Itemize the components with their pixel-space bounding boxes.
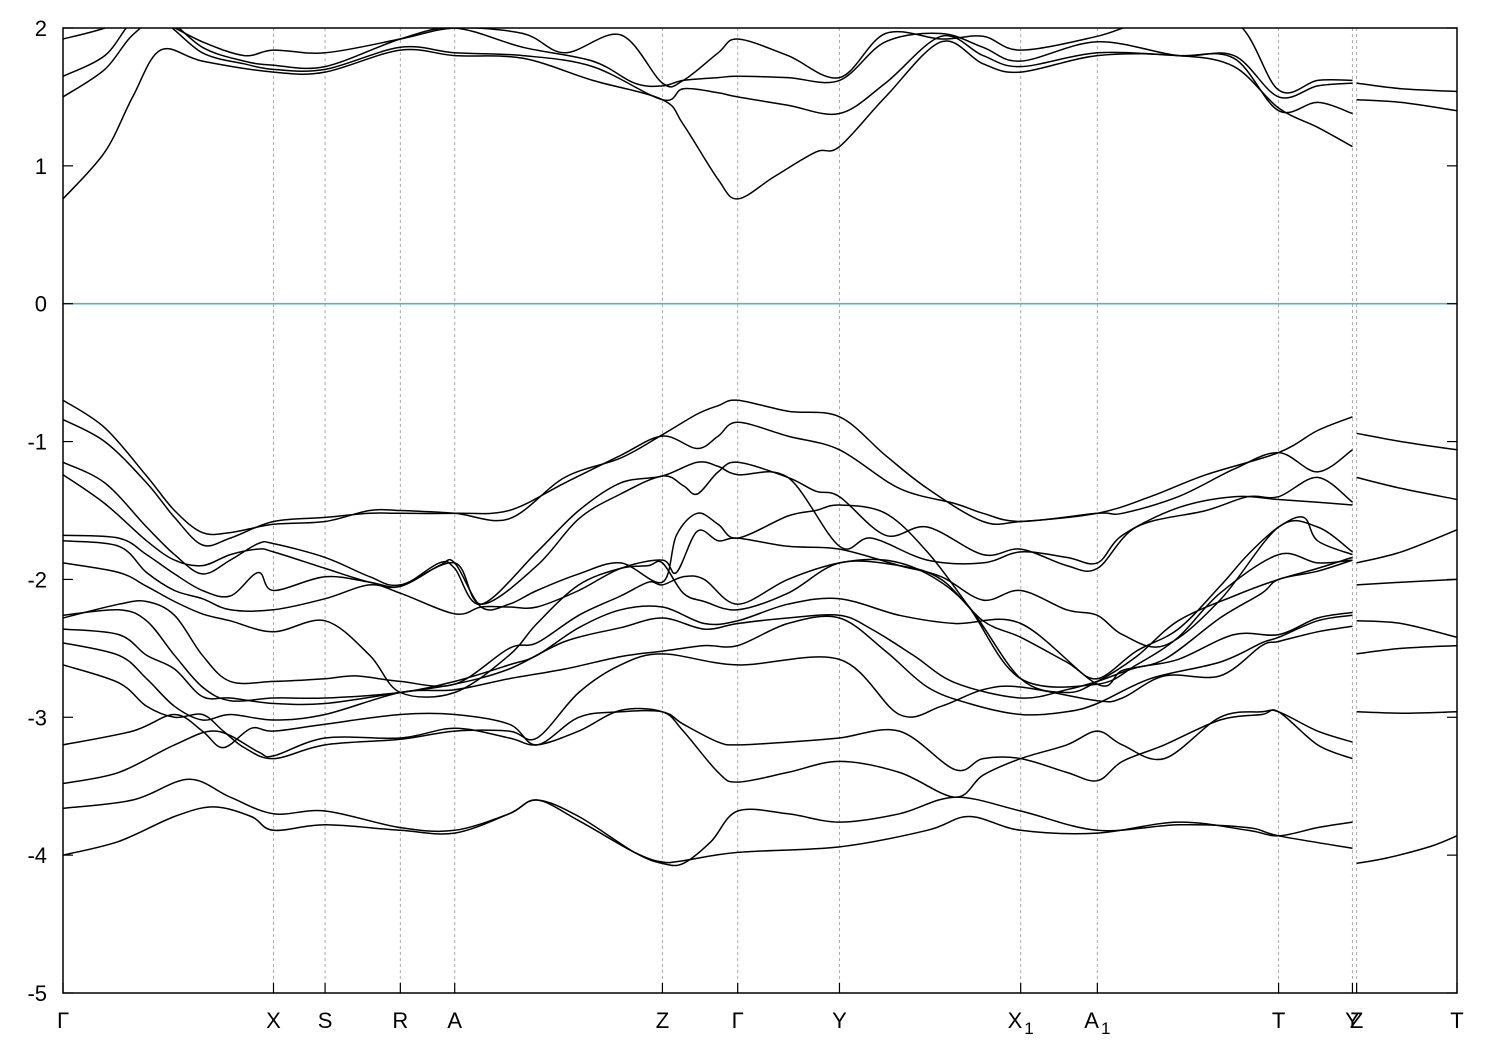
plot-frame bbox=[62, 27, 1458, 994]
band-line bbox=[1356, 620, 1457, 639]
kpoint-label: X bbox=[266, 1008, 281, 1033]
band-line bbox=[1356, 82, 1457, 93]
y-tick-label: 1 bbox=[35, 154, 47, 179]
band-line bbox=[63, 707, 1353, 798]
band-line bbox=[63, 28, 1353, 116]
band-line bbox=[1356, 644, 1457, 655]
kpoint-label: R bbox=[392, 1008, 408, 1033]
band-line bbox=[1356, 529, 1457, 564]
kpoint-label: Z bbox=[656, 1008, 669, 1033]
y-tick-label: -1 bbox=[27, 430, 47, 455]
kpoint-label: A bbox=[447, 1008, 462, 1033]
band-line bbox=[63, 519, 1353, 648]
y-tick-label: 2 bbox=[35, 16, 47, 41]
band-line bbox=[63, 796, 1353, 867]
kpoint-label: Γ bbox=[732, 1008, 744, 1033]
band-line bbox=[63, 625, 1353, 760]
band-line bbox=[63, 504, 1353, 688]
kpoint-label: Y bbox=[1345, 1008, 1360, 1033]
kpoint-label: T bbox=[1450, 1008, 1463, 1033]
band-line bbox=[63, 418, 1353, 547]
kpoint-label: Y bbox=[832, 1008, 847, 1033]
y-tick-label: -2 bbox=[27, 567, 47, 592]
band-line bbox=[1356, 578, 1457, 586]
band-line bbox=[63, 709, 1353, 782]
band-line bbox=[63, 399, 1353, 536]
band-line bbox=[1356, 835, 1457, 865]
y-tick-label: 0 bbox=[35, 292, 47, 317]
kpoint-label: S bbox=[318, 1008, 333, 1033]
y-tick-label: -4 bbox=[27, 843, 47, 868]
band-line bbox=[63, 559, 1353, 702]
band-line bbox=[63, 461, 1353, 605]
band-line bbox=[63, 778, 1353, 864]
band-line bbox=[1356, 98, 1457, 112]
band-line bbox=[63, 40, 1353, 200]
vertical-grid bbox=[272, 28, 1358, 993]
band-line bbox=[1356, 432, 1457, 451]
band-lines bbox=[63, 28, 1457, 867]
kpoint-label: Z bbox=[1350, 1008, 1363, 1033]
y-tick-label: -5 bbox=[27, 981, 47, 1006]
y-axis-ticks: 2 1 0 -1 -2 -3 -4 -5 bbox=[27, 16, 1457, 1006]
band-line bbox=[1356, 711, 1457, 714]
band-line bbox=[1356, 476, 1457, 501]
x-axis-ticks: Γ X S R A Z Γ Y X 1 A 1 T YZ T bbox=[57, 983, 1464, 1038]
kpoint-label: T bbox=[1272, 1008, 1285, 1033]
band-line bbox=[63, 516, 1353, 698]
y-tick-label: -3 bbox=[27, 705, 47, 730]
kpoint-label: Γ bbox=[57, 1008, 69, 1033]
band-line bbox=[63, 28, 1353, 94]
band-line bbox=[63, 614, 1353, 721]
